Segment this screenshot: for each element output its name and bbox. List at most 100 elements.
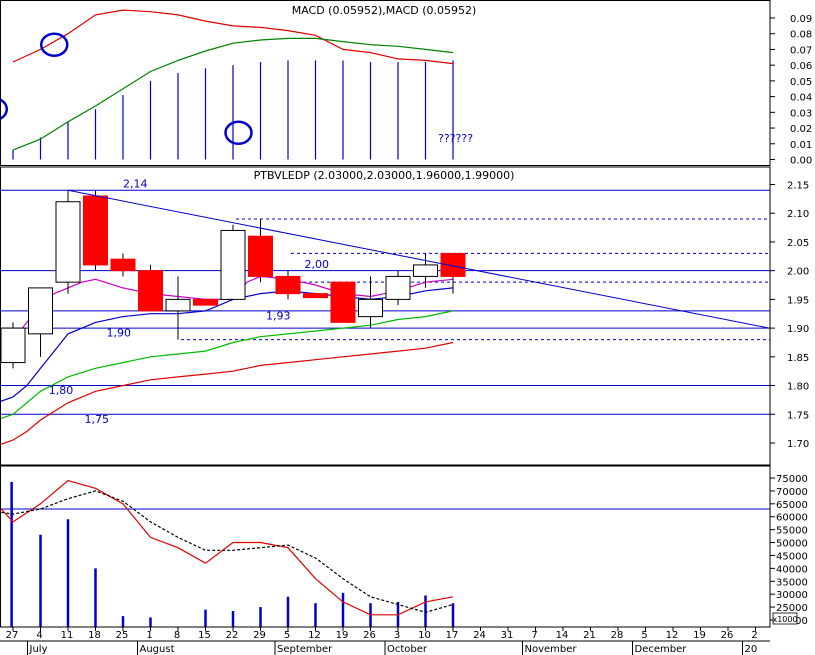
price-tick-label: 1.85 bbox=[787, 353, 809, 364]
price-axis: 2.15 2.10 2.05 2.00 1.95 1.90 1.85 1.80 1.75 1.70 bbox=[770, 181, 809, 450]
date-tick-label: 12 bbox=[666, 630, 679, 641]
volume-averages bbox=[0, 479, 454, 616]
macd-frame bbox=[0, 0, 771, 166]
candle-down bbox=[193, 298, 218, 306]
month-label: October bbox=[387, 644, 428, 655]
date-tick-label: 25 bbox=[116, 630, 129, 641]
candle-up bbox=[0, 327, 26, 364]
volume-average-line bbox=[0, 479, 454, 616]
date-tick-label: 8 bbox=[174, 630, 180, 641]
volume-tick-label: 60000 bbox=[776, 513, 808, 524]
candle-up bbox=[413, 264, 438, 277]
volume-bars bbox=[10, 481, 455, 627]
macd-tick-label: 0.02 bbox=[790, 124, 812, 135]
date-tick-label: 24 bbox=[473, 630, 486, 641]
date-tick-label: 14 bbox=[556, 630, 569, 641]
macd-tick-label: 0.05 bbox=[790, 77, 812, 88]
macd-axis: 0.09 0.08 0.07 0.06 0.05 0.04 0.03 0.02 0.01 0.00 bbox=[770, 14, 812, 167]
volume-average-line bbox=[0, 490, 454, 613]
date-tick-label: 5 bbox=[284, 630, 290, 641]
volume-unit-label: x1000 bbox=[772, 615, 797, 624]
date-tick-label: 5 bbox=[641, 630, 647, 641]
date-tick-label: 31 bbox=[501, 630, 514, 641]
volume-tick-label: 55000 bbox=[776, 526, 808, 537]
date-tick-label: 26 bbox=[721, 630, 734, 641]
candle-up bbox=[220, 229, 246, 300]
date-tick-label: 10 bbox=[418, 630, 431, 641]
candle-down bbox=[83, 195, 108, 266]
price-candles bbox=[0, 190, 466, 369]
price-tick-label: 2.10 bbox=[787, 209, 809, 220]
date-tick-label: 2 bbox=[751, 630, 757, 641]
candle-down bbox=[440, 252, 466, 277]
date-tick-label: 21 bbox=[583, 630, 596, 641]
macd-tick-label: 0.03 bbox=[790, 108, 812, 119]
month-label: December bbox=[635, 644, 688, 655]
price-level-label: 2,00 bbox=[305, 258, 330, 271]
moving-average-line bbox=[0, 341, 454, 446]
price-level-label: 1,80 bbox=[49, 384, 74, 397]
price-level-label: 1,93 bbox=[266, 309, 291, 322]
macd-tick-label: 0.06 bbox=[790, 61, 812, 72]
date-tick-label: 1 bbox=[146, 630, 152, 641]
candle-down bbox=[138, 270, 163, 312]
volume-tick-label: 50000 bbox=[776, 539, 808, 550]
candle-up bbox=[165, 298, 191, 312]
volume-tick-label: 35000 bbox=[776, 577, 808, 588]
date-tick-label: 27 bbox=[6, 630, 19, 641]
volume-frame bbox=[0, 465, 771, 628]
macd-line bbox=[12, 9, 454, 65]
month-label: September bbox=[277, 644, 333, 655]
candle-down bbox=[275, 275, 301, 295]
date-tick-label: 26 bbox=[363, 630, 376, 641]
price-level-label: 2,14 bbox=[123, 177, 148, 190]
date-tick-label: 12 bbox=[308, 630, 321, 641]
date-tick-label: 22 bbox=[226, 630, 239, 641]
volume-unit-box bbox=[772, 612, 798, 625]
date-tick-label: 19 bbox=[336, 630, 349, 641]
macd-tick-label: 0.00 bbox=[790, 156, 812, 167]
macd-annotation: ?????? bbox=[438, 132, 473, 145]
month-label: November bbox=[525, 644, 578, 655]
macd-circle bbox=[0, 98, 8, 121]
candle-up bbox=[385, 275, 411, 300]
price-tick-label: 1.80 bbox=[787, 382, 809, 393]
candle-down bbox=[303, 293, 328, 299]
macd-tick-label: 0.07 bbox=[790, 45, 812, 56]
price-tick-label: 2.00 bbox=[787, 267, 809, 278]
candle-down bbox=[248, 235, 273, 277]
price-tick-label: 1.90 bbox=[787, 324, 809, 335]
date-tick-label: 15 bbox=[198, 630, 211, 641]
price-tick-label: 2.15 bbox=[787, 181, 809, 192]
macd-lines bbox=[12, 9, 454, 151]
price-title: PTBVLEDP (2.03000,2.03000,1.96000,1.9900… bbox=[254, 169, 515, 182]
month-label: July bbox=[29, 644, 48, 655]
price-trendline bbox=[67, 189, 770, 329]
price-level-labels: 2,14 2,00 1,93 1,90 1,80 1,75 bbox=[49, 177, 329, 426]
macd-title: MACD (0.05952),MACD (0.05952) bbox=[292, 4, 477, 17]
date-tick-label: 7 bbox=[531, 630, 537, 641]
macd-circle-markers bbox=[0, 32, 253, 146]
date-tick-label: 3 bbox=[394, 630, 400, 641]
macd-tick-label: 0.01 bbox=[790, 140, 812, 151]
macd-circle bbox=[40, 32, 69, 57]
date-tick-label: 29 bbox=[253, 630, 266, 641]
date-tick-label: 19 bbox=[693, 630, 706, 641]
downtrend-line bbox=[67, 189, 770, 329]
volume-tick-label: 75000 bbox=[776, 474, 808, 485]
panel-frames bbox=[0, 0, 771, 628]
volume-tick-label: 40000 bbox=[776, 564, 808, 575]
date-tick-label: 11 bbox=[61, 630, 74, 641]
macd-circle bbox=[224, 120, 253, 146]
candle-down bbox=[110, 258, 136, 272]
price-tick-label: 1.70 bbox=[787, 439, 809, 450]
price-tick-label: 1.75 bbox=[787, 410, 809, 421]
month-label: 20 bbox=[745, 644, 758, 655]
macd-panel: 0.09 0.08 0.07 0.06 0.05 0.04 0.03 0.02 0.01 0.00… bbox=[0, 4, 812, 167]
macd-line bbox=[12, 37, 454, 151]
volume-tick-label: 45000 bbox=[776, 551, 808, 562]
price-level-label: 1,75 bbox=[85, 413, 110, 426]
date-tick-label: 28 bbox=[611, 630, 624, 641]
